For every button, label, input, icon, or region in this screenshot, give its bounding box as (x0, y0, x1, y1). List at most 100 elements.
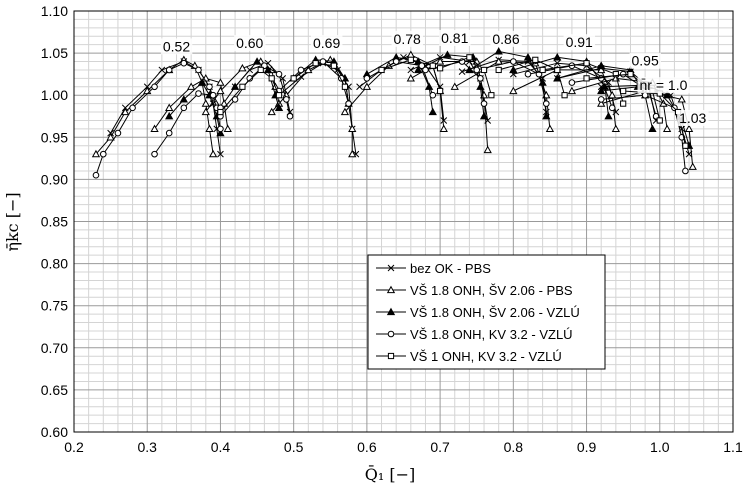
series-4-point (619, 70, 627, 78)
legend-marker (387, 330, 395, 338)
series-5-point (257, 66, 264, 74)
series-4-point (231, 96, 239, 103)
series-5-line (542, 62, 624, 104)
series-3-point (523, 52, 533, 61)
legend-marker (386, 285, 396, 294)
legend-label: VŠ 1.8 ONH, ŠV 2.06 - PBS (410, 283, 573, 298)
series-2-point (450, 82, 459, 90)
series-2-point (348, 149, 357, 158)
annotation-label: 0.95 (632, 53, 659, 69)
series-2-point (121, 107, 130, 116)
series-5-line (381, 59, 441, 92)
series-2-point (201, 99, 210, 107)
series-5-point (561, 92, 568, 99)
series-5-point (437, 87, 444, 95)
series-1-point (553, 59, 561, 67)
annotations: 0.52 0.60 0.69 0.78 0.81 0.86 0.91 0.95 n̄r = 1.… (160, 29, 709, 126)
legend-label: VŠ 1 ONH, KV 3.2 - VZLÚ (410, 349, 562, 364)
series-2-point (223, 124, 232, 133)
series-2-point (406, 74, 415, 82)
series-3-point (252, 57, 262, 65)
series-4-point (641, 91, 649, 99)
legend-box (367, 254, 606, 370)
series-4-point (206, 83, 213, 91)
series-3-point (179, 95, 188, 103)
x-tick-labels: 0.2 0.3 0.4 0.5 0.6 0.7 0.8 0.9 1.0 1.1 (64, 439, 743, 455)
series-2-point (106, 132, 115, 141)
series-4-point (542, 100, 550, 107)
series-3-point (553, 52, 562, 61)
legend-marker (387, 352, 395, 360)
series-3-point (216, 128, 225, 137)
series-2 (91, 50, 697, 170)
series-5-point (656, 117, 663, 124)
series-3-point (413, 65, 423, 74)
series-3-point (428, 107, 437, 116)
series-4-point (392, 58, 400, 65)
annotation-label: 0.60 (236, 35, 263, 51)
annotation-label: 0.52 (163, 38, 190, 54)
series-4-point (195, 90, 202, 97)
series-4-point (480, 100, 488, 107)
x-tick-label: 0.3 (137, 439, 157, 455)
annotation-label: 0.69 (313, 35, 340, 51)
series-2-point (362, 82, 372, 90)
series-5-point (620, 100, 627, 107)
series-2-point (216, 78, 225, 86)
series-5-point (437, 65, 444, 72)
annotation-background (160, 38, 193, 55)
series-3-point (274, 103, 284, 111)
series-4-point (195, 66, 202, 74)
series-2-point (165, 103, 174, 111)
series-2-point (545, 124, 555, 133)
y-tick-label: 0.95 (41, 129, 68, 145)
series-5-point (682, 142, 689, 149)
x-tick-label: 0.6 (357, 439, 377, 455)
series-4-line (476, 60, 547, 104)
plot-frame (73, 10, 734, 433)
x-tick-label: 0.9 (577, 439, 597, 455)
y-tick-label: 0.90 (41, 171, 68, 187)
y-tick-label: 1.10 (41, 3, 68, 19)
series-2-point (688, 162, 697, 170)
series-3-point (230, 82, 240, 90)
series-5-point (627, 71, 634, 78)
y-tick-labels: 0.60 0.65 0.70 0.75 0.80 0.85 0.90 0.95 1.00 1.05… (41, 3, 68, 440)
series-2-point (348, 124, 357, 133)
annotation-label: n̄r = 1.0 (640, 77, 688, 93)
series-3-point (648, 124, 657, 133)
y-tick-label: 0.65 (41, 382, 68, 398)
series-5-line (439, 56, 492, 96)
series-2-point (567, 86, 577, 95)
series-5-point (466, 54, 473, 61)
series-4-point (345, 100, 352, 107)
series-2-point (205, 124, 214, 133)
series-5-point (239, 83, 246, 90)
x-tick-label: 0.5 (284, 439, 304, 455)
series-3-point (263, 65, 273, 74)
annotation-label: 0.91 (566, 34, 593, 50)
series-3-point (479, 111, 489, 120)
annotation-background (310, 35, 343, 52)
y-tick-label: 0.80 (41, 256, 68, 272)
series-2-point (238, 63, 247, 72)
annotation-label: 0.81 (441, 30, 468, 46)
x-axis-title: Q̄₁ [−] (365, 463, 416, 484)
annotation-background (490, 30, 522, 47)
annotation-label: 1.03 (679, 110, 706, 126)
series-5-point (268, 75, 275, 82)
series-4-point (180, 104, 188, 112)
series-1-point (356, 83, 363, 91)
series-5-point (539, 66, 546, 74)
series-2-point (677, 95, 686, 103)
annotation-background (439, 29, 471, 46)
series-3-point (597, 86, 606, 95)
series-2-point (201, 107, 210, 116)
x-tick-label: 0.2 (64, 439, 84, 455)
series-5-point (217, 108, 224, 116)
series-5-point (488, 92, 495, 99)
series-4-point (209, 91, 217, 99)
y-tick-label: 0.60 (41, 424, 68, 440)
series-2-point (509, 86, 518, 95)
series-3-point (165, 111, 174, 120)
